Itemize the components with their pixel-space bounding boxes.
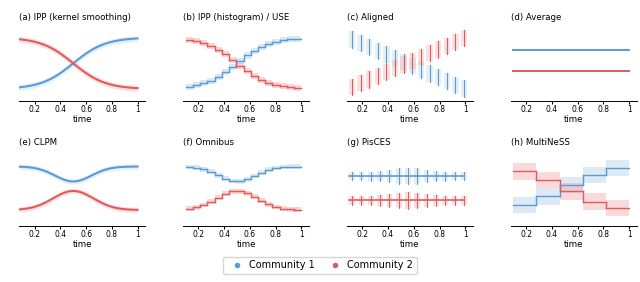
X-axis label: time: time xyxy=(400,115,420,124)
X-axis label: time: time xyxy=(564,240,584,249)
Text: (g) PisCES: (g) PisCES xyxy=(347,138,390,147)
X-axis label: time: time xyxy=(236,240,256,249)
Text: (b) IPP (histogram) / USE: (b) IPP (histogram) / USE xyxy=(183,13,289,22)
X-axis label: time: time xyxy=(236,115,256,124)
Text: (a) IPP (kernel smoothing): (a) IPP (kernel smoothing) xyxy=(19,13,131,22)
Text: (e) CLPM: (e) CLPM xyxy=(19,138,58,147)
Text: (d) Average: (d) Average xyxy=(511,13,561,22)
X-axis label: time: time xyxy=(72,115,92,124)
X-axis label: time: time xyxy=(400,240,420,249)
Text: (f) Omnibus: (f) Omnibus xyxy=(183,138,234,147)
Text: (h) MultiNeSS: (h) MultiNeSS xyxy=(511,138,570,147)
Text: (c) Aligned: (c) Aligned xyxy=(347,13,394,22)
Legend: Community 1, Community 2: Community 1, Community 2 xyxy=(223,257,417,274)
X-axis label: time: time xyxy=(72,240,92,249)
X-axis label: time: time xyxy=(564,115,584,124)
